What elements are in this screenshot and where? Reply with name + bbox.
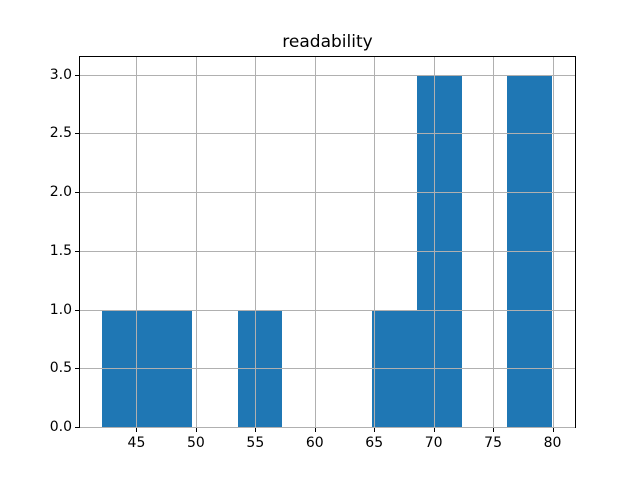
x-tick-mark bbox=[314, 428, 316, 432]
grid-layer bbox=[80, 57, 575, 428]
y-tick-mark bbox=[75, 250, 79, 252]
x-tick-label: 80 bbox=[543, 435, 562, 451]
gridline bbox=[195, 57, 197, 427]
x-tick-mark bbox=[552, 428, 554, 432]
x-tick-mark bbox=[433, 428, 435, 432]
gridline bbox=[374, 57, 376, 427]
gridline bbox=[136, 57, 138, 427]
y-tick-label: 3.0 bbox=[49, 66, 72, 83]
x-tick-mark bbox=[493, 428, 495, 432]
x-tick-label: 75 bbox=[484, 435, 502, 451]
x-tick-mark bbox=[195, 428, 197, 432]
gridline bbox=[552, 57, 554, 427]
y-tick-label: 2.5 bbox=[49, 125, 72, 142]
plot-area bbox=[79, 56, 576, 428]
y-tick-mark bbox=[75, 309, 79, 311]
chart-title: readability bbox=[282, 32, 373, 52]
gridline bbox=[493, 57, 495, 427]
y-tick-label: 0.5 bbox=[49, 360, 72, 377]
x-tick-mark bbox=[136, 428, 138, 432]
y-tick-mark bbox=[75, 133, 79, 135]
gridline bbox=[80, 133, 575, 135]
x-tick-label: 50 bbox=[186, 435, 205, 451]
y-tick-label: 2.0 bbox=[49, 184, 72, 201]
x-tick-label: 60 bbox=[305, 435, 324, 451]
y-tick-mark bbox=[75, 74, 79, 76]
y-tick-label: 1.0 bbox=[49, 301, 72, 318]
y-tick-label: 0.0 bbox=[49, 419, 72, 435]
gridline bbox=[80, 427, 575, 428]
gridline bbox=[80, 192, 575, 194]
gridline bbox=[314, 57, 316, 427]
y-tick-mark bbox=[75, 368, 79, 370]
gridline bbox=[80, 250, 575, 252]
x-tick-mark bbox=[255, 428, 257, 432]
y-tick-mark bbox=[75, 192, 79, 194]
x-tick-mark bbox=[374, 428, 376, 432]
gridline bbox=[80, 309, 575, 311]
y-tick-label: 1.5 bbox=[49, 242, 72, 259]
gridline bbox=[80, 368, 575, 370]
y-tick-mark bbox=[75, 427, 79, 428]
gridline bbox=[433, 57, 435, 427]
x-tick-label: 55 bbox=[246, 435, 265, 451]
x-tick-label: 70 bbox=[424, 435, 443, 451]
gridline bbox=[255, 57, 257, 427]
x-tick-label: 45 bbox=[127, 435, 146, 451]
gridline bbox=[80, 74, 575, 76]
x-tick-label: 65 bbox=[365, 435, 384, 451]
